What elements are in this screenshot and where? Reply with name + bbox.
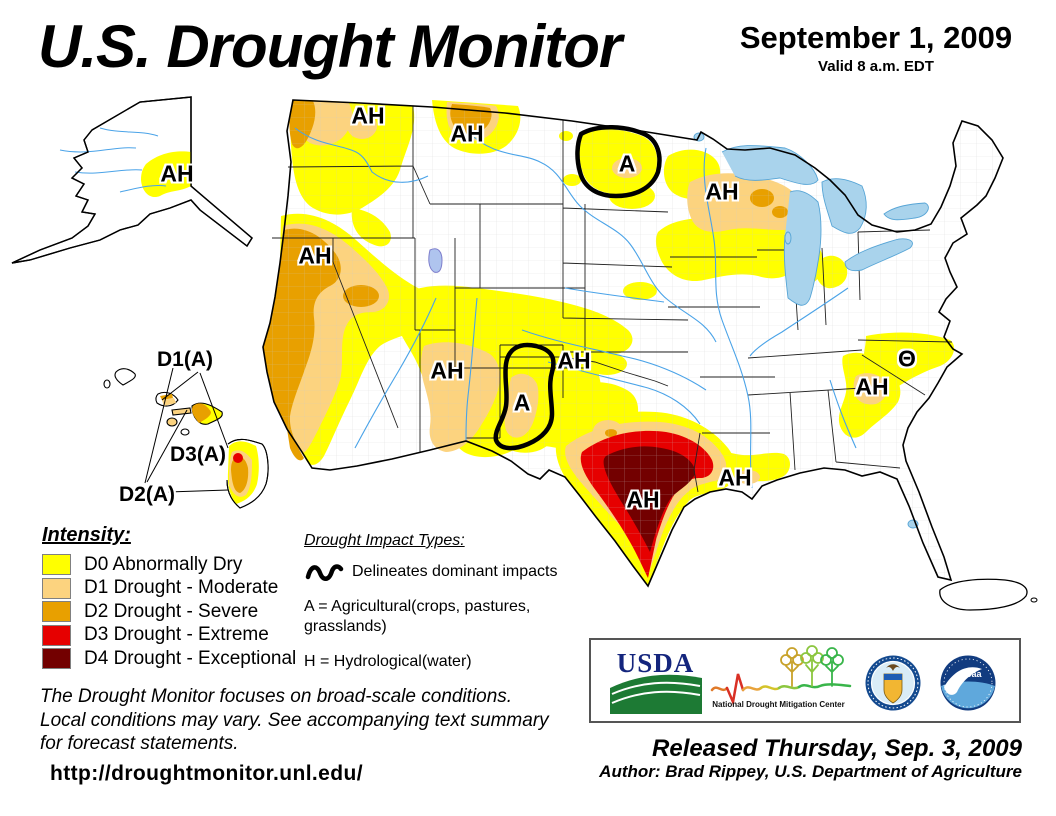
hawaii-leader-lines <box>144 367 229 493</box>
puerto-rico-inset <box>939 578 1038 611</box>
impact-types-title: Drought Impact Types: <box>304 532 465 549</box>
legend-swatch-d0 <box>42 554 71 576</box>
conus-map <box>262 99 1004 588</box>
impact-delineation-outlines <box>493 125 662 451</box>
website-url: http://droughtmonitor.unl.edu/ <box>50 762 363 785</box>
intensity-legend: Intensity: D0 Abnormally Dry D1 Drought -… <box>42 524 296 671</box>
legend-title: Intensity: <box>42 524 131 546</box>
legend-item-d2: D2 Drought - Severe <box>42 600 296 624</box>
released-date: Released Thursday, Sep. 3, 2009 <box>652 735 1022 762</box>
legend-item-d1: D1 Drought - Moderate <box>42 577 296 601</box>
state-borders <box>272 106 953 493</box>
alaska-inset <box>11 96 253 264</box>
great-lakes <box>693 132 929 529</box>
report-date: September 1, 2009 <box>739 20 1013 55</box>
legend-label: D1 Drought - Moderate <box>84 577 279 599</box>
ndmc-caption: National Drought Mitigation Center <box>712 700 845 709</box>
report-date-block: September 1, 2009 Valid 8 a.m. EDT <box>700 20 1052 75</box>
disclaimer-text: The Drought Monitor focuses on broad-sca… <box>40 685 549 756</box>
disclaimer-line: for forecast statements. <box>40 733 239 754</box>
legend-label: D2 Drought - Severe <box>84 600 259 622</box>
hawaii-inset <box>103 367 269 509</box>
impact-hydrological-label: H = Hydrological(water) <box>304 653 472 670</box>
rivers <box>294 127 857 489</box>
disclaimer-line: The Drought Monitor focuses on broad-sca… <box>40 686 513 707</box>
impact-line-icon <box>305 564 344 581</box>
legend-label: D4 Drought - Exceptional <box>84 647 297 669</box>
legend-label: D3 Drought - Extreme <box>84 624 269 646</box>
legend-label: D0 Abnormally Dry <box>84 553 243 575</box>
legend-swatch-d3 <box>42 624 71 646</box>
impact-delineates-label: Delineates dominant impacts <box>352 563 558 580</box>
conus-outline <box>262 99 1004 588</box>
great-salt-lake <box>428 248 443 273</box>
legend-swatch-d4 <box>42 648 71 670</box>
legend-swatch-d1 <box>42 577 71 599</box>
valid-time: Valid 8 a.m. EDT <box>818 58 934 75</box>
legend-item-d3: D3 Drought - Extreme <box>42 624 296 648</box>
legend-item-d4: D4 Drought - Exceptional <box>42 647 296 671</box>
legend-items: D0 Abnormally Dry D1 Drought - Moderate D2… <box>42 553 296 671</box>
impact-types-legend: Drought Impact Types: Delineates dominan… <box>304 532 564 671</box>
usda-wordmark: USDA <box>616 648 695 678</box>
author-credit: Author: Brad Rippey, U.S. Department of … <box>599 762 1022 781</box>
page-title: U.S. Drought Monitor <box>38 13 622 80</box>
legend-item-d0: D0 Abnormally Dry <box>42 553 296 577</box>
impact-agricultural-label: A = Agricultural(crops, pastures, grassl… <box>304 598 531 635</box>
disclaimer-line: Local conditions may vary. See accompany… <box>40 709 549 731</box>
legend-swatch-d2 <box>42 601 71 623</box>
